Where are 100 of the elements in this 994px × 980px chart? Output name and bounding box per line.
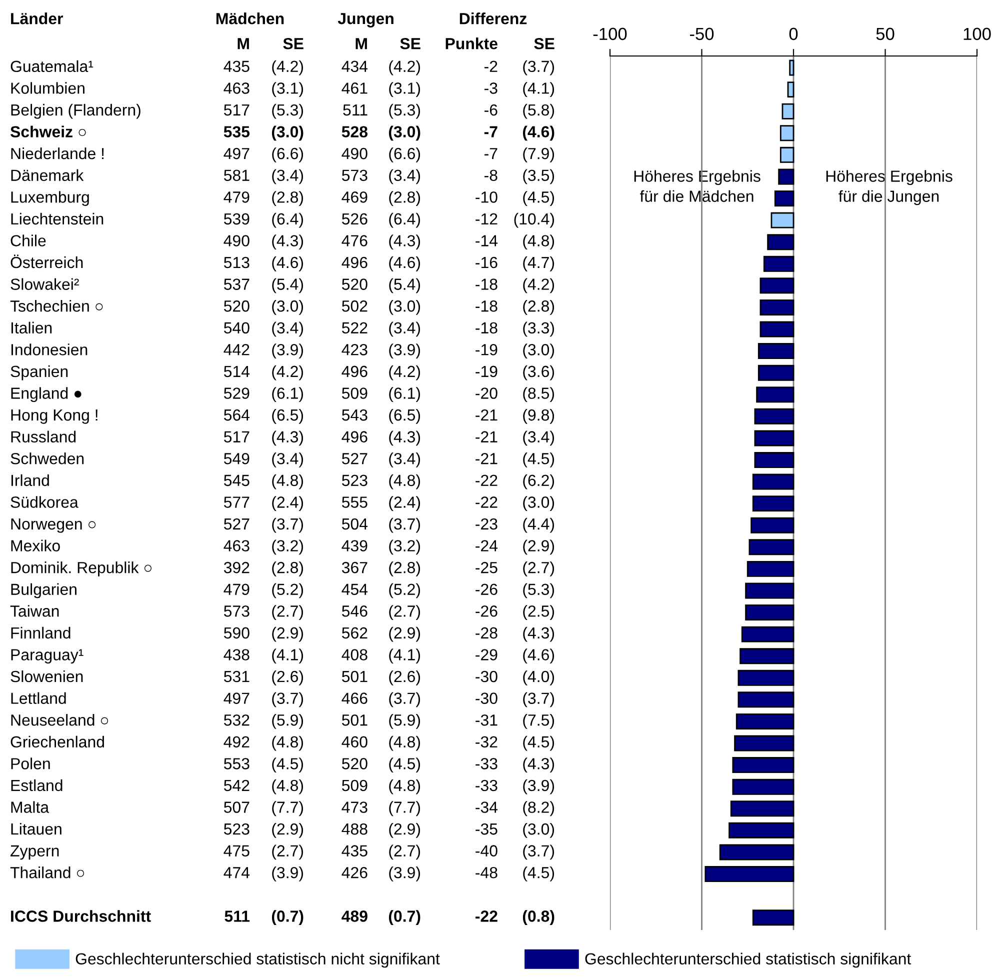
y-tick-label: Guatemala¹	[10, 60, 94, 72]
text: 520	[342, 758, 368, 770]
text: (3.5)	[523, 169, 554, 184]
text: (3.7)	[523, 844, 554, 860]
text: -33	[476, 780, 498, 792]
text: 392	[224, 562, 250, 574]
text: (7.9)	[523, 147, 554, 162]
text: Höheres Ergebnis für die Jungen	[826, 170, 952, 206]
y-tick-label: Belgien (Flandern)	[11, 104, 140, 119]
text: (4.8)	[272, 736, 304, 751]
y-tick-label: Italien	[11, 322, 52, 334]
text: Differenz	[460, 12, 527, 24]
text: (6.4)	[272, 212, 304, 228]
text: 490	[342, 148, 368, 160]
text: -12	[476, 213, 498, 224]
text: 479	[224, 584, 250, 596]
y-tick-label: Neuseeland ○	[11, 714, 108, 726]
y-tick-label: Griechenland	[10, 736, 104, 748]
text: -21	[476, 409, 498, 421]
text: (2.8)	[272, 191, 304, 206]
text: (2.9)	[272, 626, 304, 642]
text: (2.4)	[389, 496, 420, 512]
text: (4.6)	[522, 126, 554, 141]
text: -24	[476, 540, 498, 552]
text: (3.7)	[523, 60, 554, 76]
y-tick-label: ICCS Durchschnitt	[11, 910, 151, 922]
x2-tick-label: 100	[964, 28, 991, 40]
text: (6.6)	[389, 147, 420, 162]
text: (4.3)	[523, 626, 554, 642]
text: (5.2)	[389, 583, 420, 598]
text: (8.5)	[523, 387, 554, 402]
text: -7	[484, 148, 498, 160]
text: (3.9)	[523, 779, 554, 794]
text: 469	[342, 191, 368, 203]
text: (3.1)	[272, 82, 304, 97]
text: (0.8)	[522, 910, 554, 926]
text: (6.4)	[389, 212, 420, 228]
x2-tick-label: 50	[876, 28, 894, 40]
text: (4.4)	[523, 518, 554, 533]
text: (3.6)	[523, 365, 554, 380]
text: -14	[476, 235, 498, 246]
text: (8.2)	[523, 801, 554, 816]
text: (3.4)	[389, 169, 420, 184]
text: (3.7)	[272, 692, 304, 708]
x2-tick-label: -100	[593, 28, 627, 40]
text: (3.9)	[389, 866, 420, 882]
text: 540	[224, 322, 250, 334]
text: -21	[476, 431, 498, 442]
text: (5.2)	[272, 583, 304, 598]
text: -48	[476, 866, 498, 878]
text: (3.4)	[523, 430, 554, 446]
text: (5.3)	[523, 583, 554, 598]
text: 522	[342, 322, 368, 334]
text: 532	[224, 714, 250, 726]
text: -7	[484, 126, 498, 138]
y-tick-label: Mexiko	[11, 540, 60, 552]
text: 537	[224, 278, 250, 290]
y-tick-label: Hong Kong !	[11, 410, 98, 424]
y-tick-label: Niederlande !	[11, 147, 104, 160]
text: M	[356, 38, 367, 50]
text: -18	[476, 300, 498, 312]
text: 476	[342, 235, 368, 246]
text: 528	[342, 126, 368, 138]
text: (3.0)	[523, 496, 554, 512]
text: 438	[224, 649, 250, 660]
text: 523	[224, 823, 250, 835]
text: (4.5)	[523, 191, 554, 206]
legend-label: Geschlechterunterschied statistisch signifikant	[585, 952, 912, 968]
text: 531	[224, 670, 250, 682]
y-tick-label: Chile	[10, 234, 46, 246]
text: 514	[224, 366, 250, 378]
text: (3.4)	[389, 322, 420, 337]
text: -25	[476, 562, 498, 574]
text: 564	[224, 409, 250, 421]
y-tick-label: Finnland	[11, 626, 70, 639]
text: (9.8)	[523, 408, 554, 424]
text: -26	[476, 605, 498, 617]
text: (3.1)	[389, 82, 420, 97]
y-tick-label: Zypern	[10, 845, 59, 860]
y-tick-label: Südkorea	[10, 496, 78, 508]
text: 435	[342, 845, 368, 856]
x2-tick-label: -50	[690, 28, 714, 40]
text: (4.1)	[523, 82, 554, 97]
text: -32	[476, 736, 498, 748]
text: SE	[400, 38, 420, 50]
text: (3.4)	[389, 452, 420, 468]
text: 511	[343, 104, 368, 116]
annotation: Höheres Ergebnis für die Mädchen	[634, 170, 760, 202]
text: (4.5)	[523, 452, 554, 468]
text: (2.4)	[272, 496, 304, 512]
text: (3.4)	[272, 322, 304, 337]
text: (3.4)	[272, 169, 304, 184]
text: 546	[342, 605, 368, 617]
text: 473	[342, 802, 368, 813]
text: 526	[342, 213, 368, 225]
text: (2.6)	[272, 670, 304, 686]
text: (3.7)	[389, 518, 420, 533]
text: (4.3)	[389, 430, 420, 446]
text: (4.6)	[272, 256, 304, 272]
text: (3.7)	[272, 518, 304, 533]
